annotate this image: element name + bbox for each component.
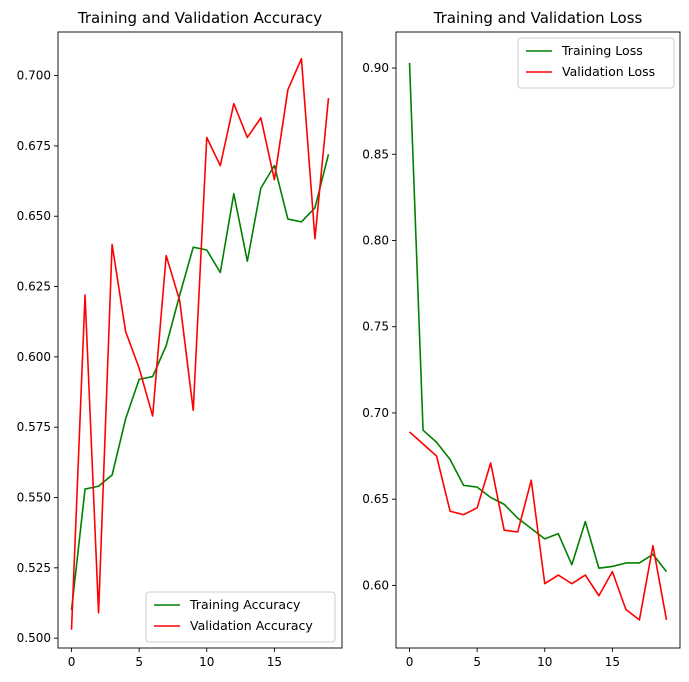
axes-frame (57, 31, 343, 649)
series-line-1 (408, 431, 668, 621)
legend: Training Accuracy Validation Accuracy (145, 591, 336, 643)
y-tick-label: 0.525 (17, 561, 51, 575)
series-line-0 (70, 154, 330, 611)
legend-box (517, 37, 675, 89)
x-tick-label: 15 (605, 655, 620, 669)
y-tick-label: 0.500 (17, 631, 51, 645)
y-tick-label: 0.65 (362, 492, 389, 506)
y-tick-label: 0.85 (362, 147, 389, 161)
legend: Training Loss Validation Loss (517, 37, 675, 89)
y-tick-label: 0.80 (362, 233, 389, 247)
y-tick-label: 0.70 (362, 406, 389, 420)
loss-chart: Training and Validation Loss 0 5 10 15 0.60 0.… (362, 9, 681, 669)
x-tick-label: 15 (267, 655, 282, 669)
axes-frame (395, 31, 681, 649)
y-tick-label: 0.75 (362, 320, 389, 334)
accuracy-chart: Training and Validation Accuracy 0 5 10 15 0.… (17, 9, 343, 669)
y-tick-label: 0.600 (17, 350, 51, 364)
x-tick-label: 5 (135, 655, 143, 669)
x-tick-label: 0 (68, 655, 76, 669)
y-tick-label: 0.675 (17, 139, 51, 153)
y-tick-label: 0.625 (17, 280, 51, 294)
legend-label-1: Validation Accuracy (190, 618, 313, 633)
legend-label-0: Training Loss (561, 43, 643, 58)
series-line-1 (70, 57, 330, 630)
x-tick-label: 10 (199, 655, 214, 669)
y-tick-label: 0.575 (17, 420, 51, 434)
legend-label-0: Training Accuracy (189, 597, 301, 612)
y-tick-label: 0.550 (17, 491, 51, 505)
legend-box (145, 591, 336, 643)
chart-title: Training and Validation Accuracy (77, 9, 322, 27)
chart-title: Training and Validation Loss (433, 9, 643, 27)
y-tick-label: 0.90 (362, 61, 389, 75)
x-tick-label: 5 (473, 655, 481, 669)
y-tick-label: 0.700 (17, 69, 51, 83)
series-line-0 (408, 62, 668, 573)
x-tick-label: 10 (537, 655, 552, 669)
y-tick-label: 0.60 (362, 578, 389, 592)
x-tick-label: 0 (406, 655, 414, 669)
y-tick-label: 0.650 (17, 209, 51, 223)
legend-label-1: Validation Loss (562, 64, 655, 79)
